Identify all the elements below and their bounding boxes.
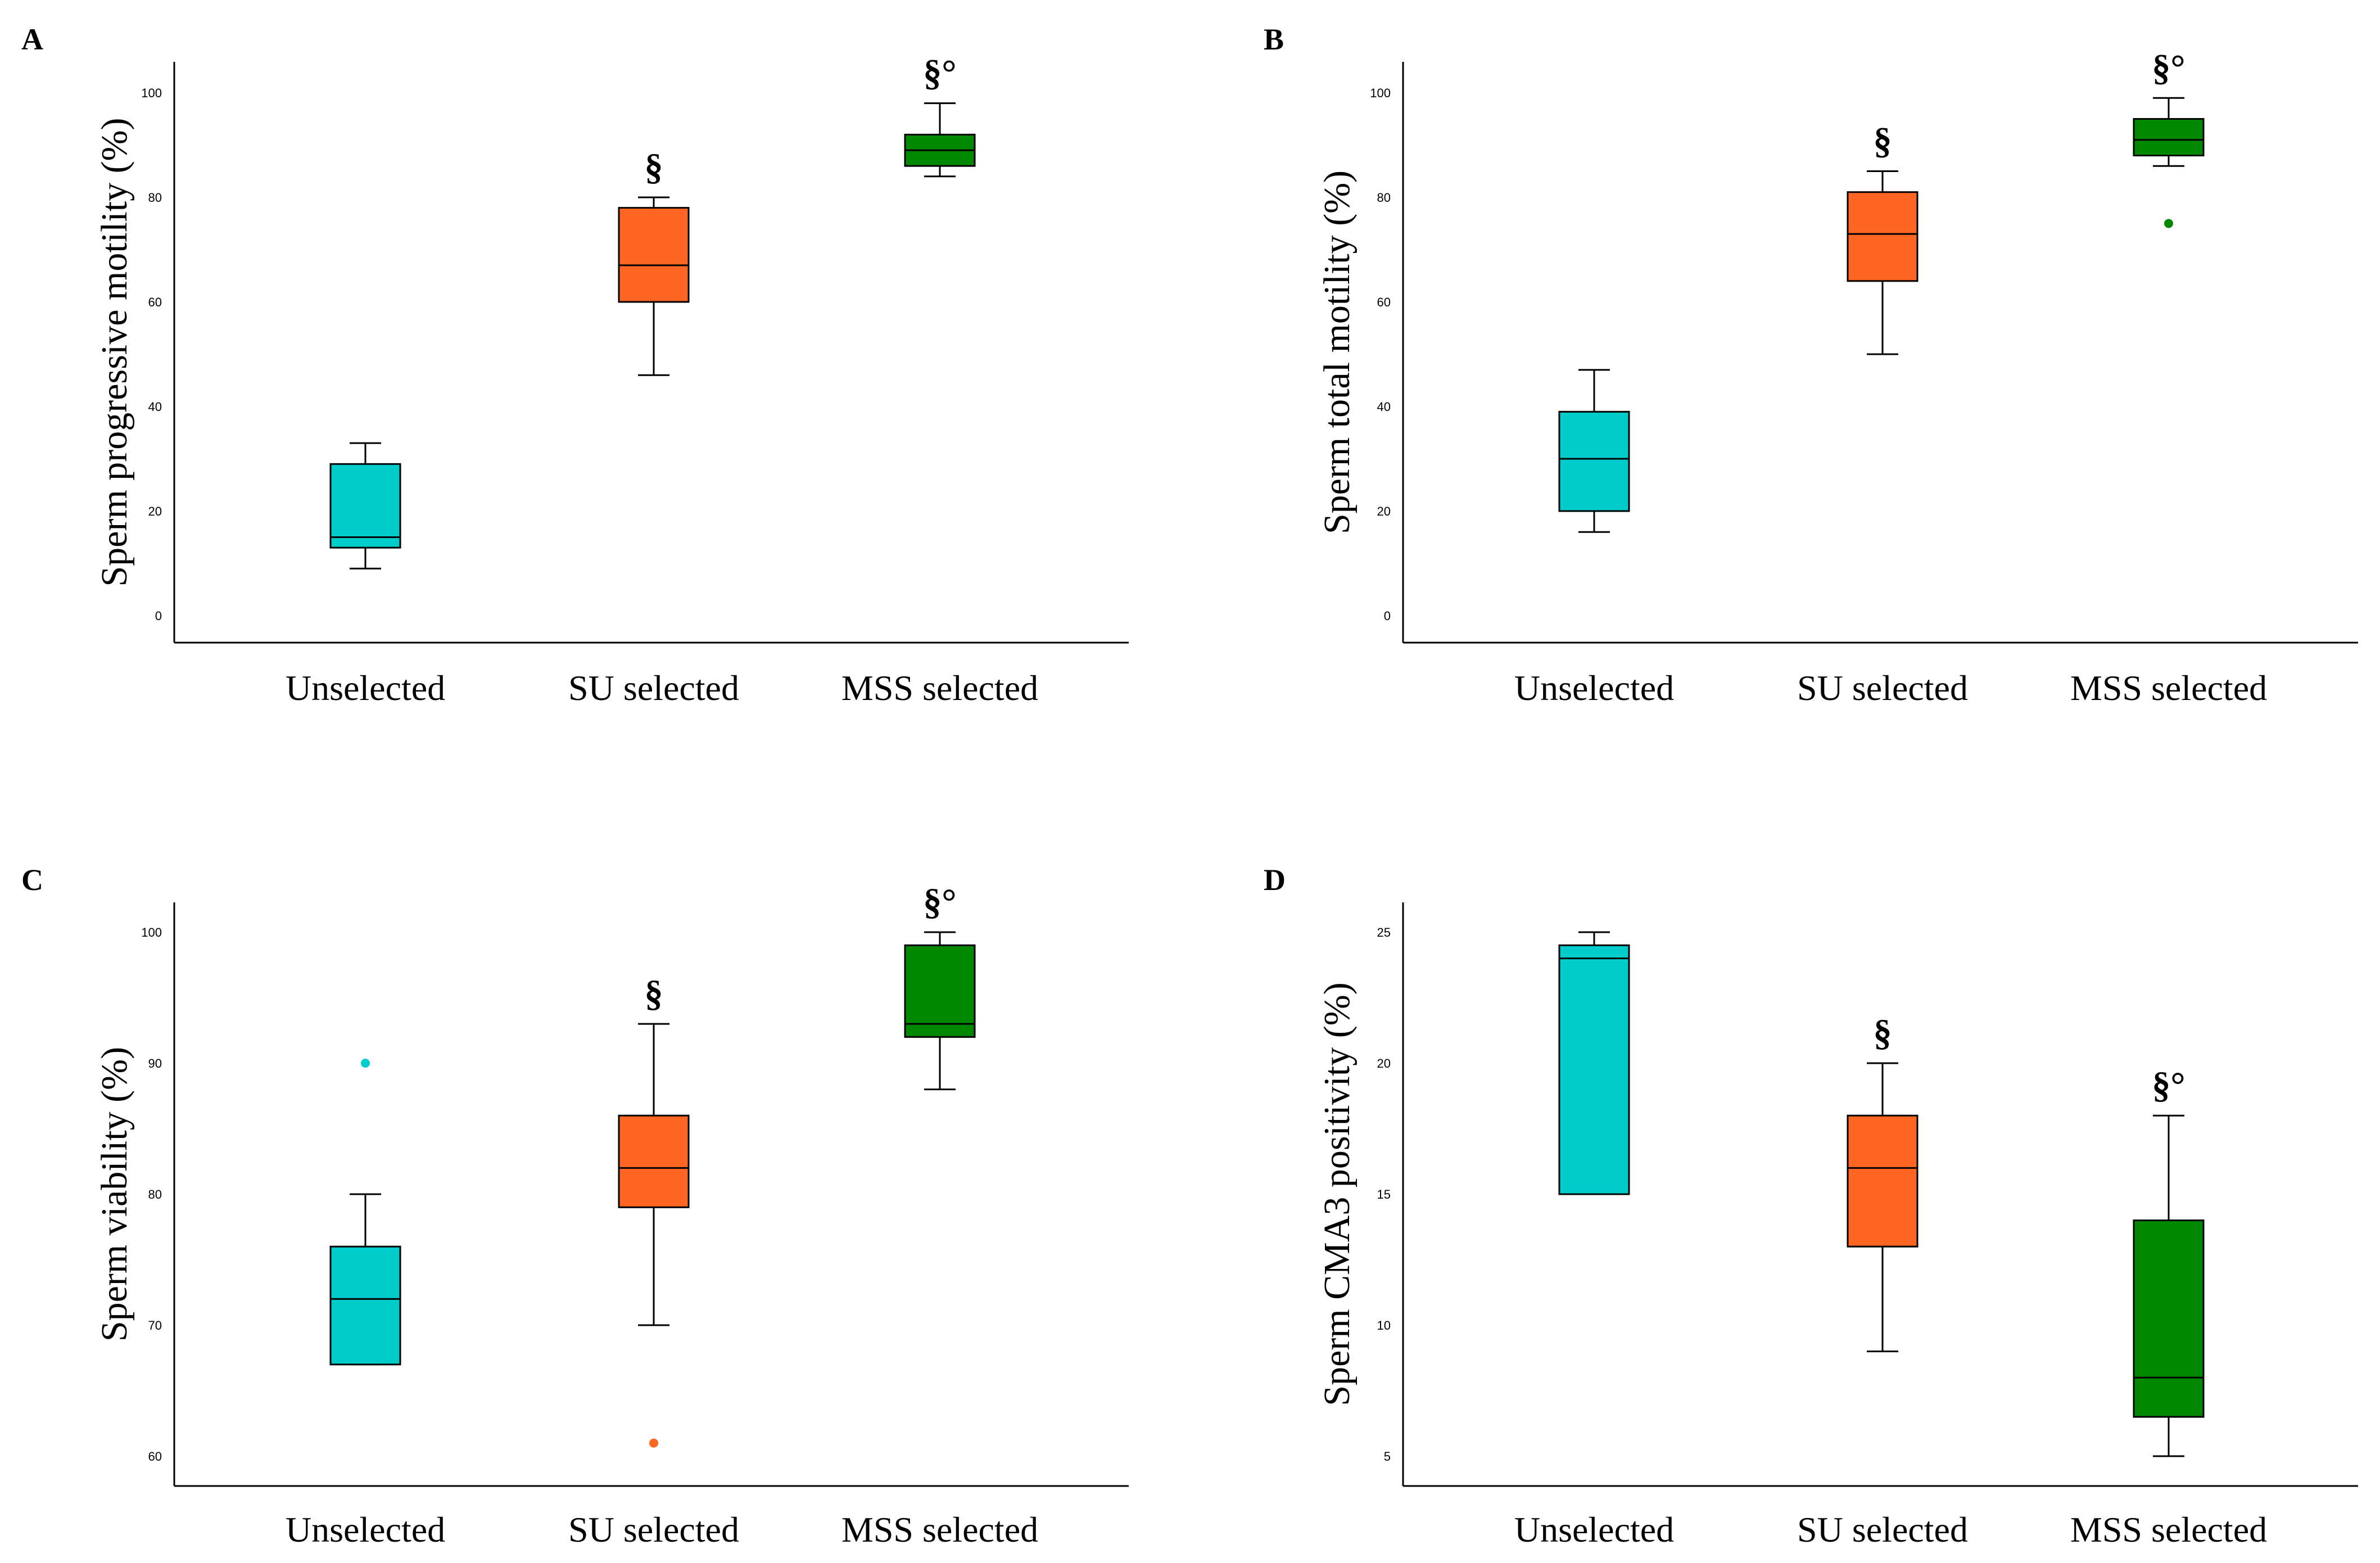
- box-mss-selected: §°: [904, 53, 976, 178]
- y-tick-label: 60: [1377, 295, 1391, 309]
- significance-marker: §°: [2152, 47, 2185, 88]
- outlier-point: [649, 1438, 658, 1448]
- interquartile-box: [329, 463, 401, 549]
- y-tick-label: 100: [1370, 86, 1391, 100]
- category-label: Unselected: [286, 668, 445, 708]
- y-tick-label: 5: [1384, 1449, 1391, 1463]
- box-su-selected: §: [1847, 1013, 1919, 1353]
- box-su-selected: §: [1847, 121, 1919, 355]
- box-mss-selected: §°: [904, 882, 976, 1091]
- y-tick-label: 40: [1377, 400, 1391, 414]
- y-tick-label: 80: [148, 1187, 162, 1201]
- y-tick-label: 0: [155, 609, 162, 623]
- interquartile-box: [2133, 118, 2205, 157]
- y-tick-label: 100: [141, 925, 162, 939]
- panel-b: B 0 20 40 60 80 100 Sperm total motility (%) Uns…: [1264, 22, 2358, 708]
- box-mss-selected: §°: [2133, 1065, 2205, 1457]
- category-label: Unselected: [1514, 1510, 1674, 1550]
- interquartile-box: [329, 1245, 401, 1366]
- interquartile-box: [1847, 191, 1919, 282]
- interquartile-box: [2133, 1219, 2205, 1418]
- y-tick-label: 90: [148, 1056, 162, 1070]
- interquartile-box: [1558, 410, 1630, 512]
- significance-marker: §°: [2152, 1065, 2185, 1106]
- y-tick-label: 40: [148, 400, 162, 414]
- box-unselected: [1558, 369, 1630, 533]
- y-tick-label: 70: [148, 1318, 162, 1332]
- panel-d: D 5 10 15 20 25 Sperm CMA3 positivity (%) Unsel…: [1264, 863, 2358, 1550]
- category-label: Unselected: [1514, 668, 1674, 708]
- y-tick-label: 20: [1377, 1056, 1391, 1070]
- category-label: Unselected: [286, 1510, 445, 1550]
- y-axis-label: Sperm viability (%): [94, 1047, 135, 1341]
- panel-a: A 0 20 40 60 80 100 Sperm progressive motility …: [21, 22, 1129, 708]
- category-label: SU selected: [568, 668, 739, 708]
- y-tick-label: 20: [148, 504, 162, 518]
- category-label: SU selected: [568, 1510, 739, 1550]
- y-tick-label: 10: [1377, 1318, 1391, 1332]
- y-axis-label: Sperm progressive motility (%): [94, 118, 135, 586]
- outlier-point: [361, 1059, 370, 1068]
- y-axis-label: Sperm CMA3 positivity (%): [1316, 982, 1358, 1406]
- panel-label: D: [1264, 863, 1286, 897]
- y-tick-label: 60: [148, 295, 162, 309]
- y-tick-label: 60: [148, 1449, 162, 1463]
- box-su-selected: §: [618, 973, 690, 1448]
- y-tick-label: 80: [1377, 191, 1391, 205]
- category-label: MSS selected: [2070, 1510, 2267, 1550]
- category-label: SU selected: [1797, 668, 1968, 708]
- interquartile-box: [618, 1114, 690, 1208]
- box-unselected: [1558, 931, 1630, 1195]
- panel-label: B: [1264, 22, 1284, 56]
- y-axis-label: Sperm total motility (%): [1316, 170, 1358, 534]
- panel-label: C: [21, 863, 43, 897]
- y-tick-label: 15: [1377, 1187, 1391, 1201]
- interquartile-box: [618, 207, 690, 303]
- category-label: MSS selected: [2070, 668, 2267, 708]
- interquartile-box: [904, 944, 976, 1038]
- category-label: MSS selected: [841, 1510, 1038, 1550]
- y-tick-label: 20: [1377, 504, 1391, 518]
- box-mss-selected: §°: [2133, 47, 2205, 228]
- y-tick-label: 80: [148, 191, 162, 205]
- panel-c: C 60 70 80 90 100 Sperm viability (%) Unselecte…: [21, 863, 1129, 1550]
- box-unselected: [329, 1059, 401, 1366]
- box-su-selected: §: [618, 147, 690, 376]
- significance-marker: §°: [923, 53, 956, 94]
- outlier-point: [2164, 219, 2173, 228]
- y-tick-label: 0: [1384, 609, 1391, 623]
- significance-marker: §°: [923, 882, 956, 923]
- category-label: SU selected: [1797, 1510, 1968, 1550]
- interquartile-box: [1558, 944, 1630, 1195]
- y-tick-label: 100: [141, 86, 162, 100]
- y-tick-label: 25: [1377, 925, 1391, 939]
- significance-marker: §: [645, 147, 663, 188]
- category-label: MSS selected: [841, 668, 1038, 708]
- significance-marker: §: [1874, 1013, 1892, 1054]
- interquartile-box: [1847, 1114, 1919, 1248]
- significance-marker: §: [1874, 121, 1892, 162]
- box-unselected: [329, 442, 401, 570]
- significance-marker: §: [645, 973, 663, 1014]
- panel-label: A: [21, 22, 43, 56]
